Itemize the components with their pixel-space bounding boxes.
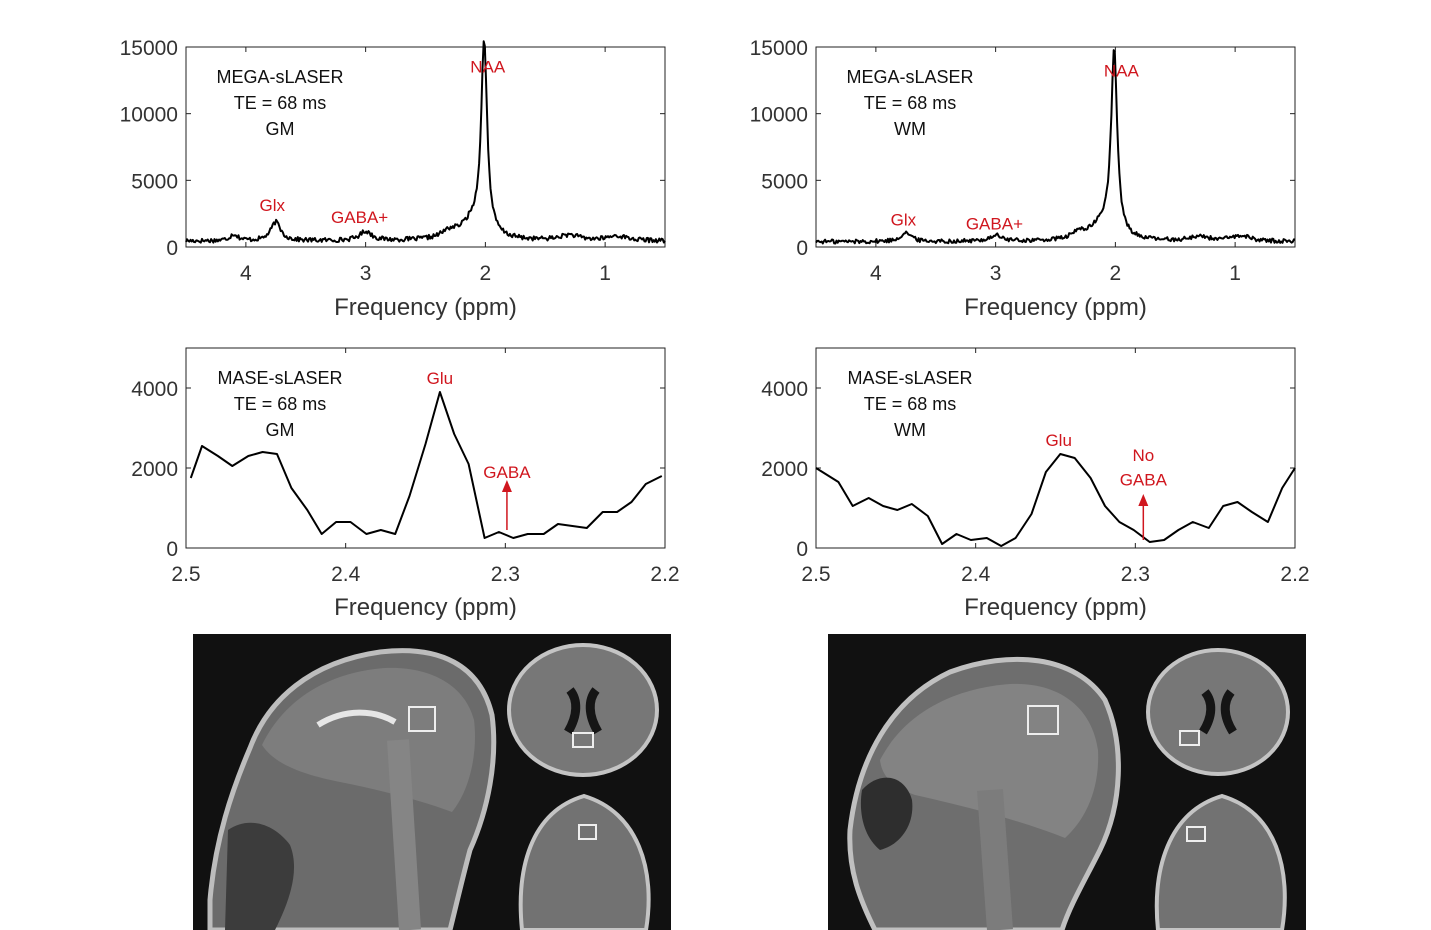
y-tick-label: 4000 — [131, 378, 178, 401]
wm-voxel-sagittal-box — [1027, 705, 1059, 735]
sequence-info-line: GM — [266, 119, 295, 139]
x-tick-label: 2.4 — [331, 563, 361, 586]
sequence-info-line: MASE-sLASER — [217, 368, 342, 388]
x-tick-label: 2.5 — [171, 563, 200, 586]
spectrum-line — [815, 49, 1296, 245]
sequence-info-line: TE = 68 ms — [234, 394, 327, 414]
mega-wm-chart: 4 3 2 1 0 5000 10000 15000 Frequency (ppm) MEGA-s… — [750, 37, 1296, 321]
axial-brain-wm — [1146, 648, 1290, 776]
peak-label: No — [1132, 446, 1154, 465]
sequence-info-line: MEGA-sLASER — [846, 67, 973, 87]
peak-label: Glx — [891, 211, 917, 230]
axial-brain-gm — [507, 643, 659, 777]
sagittal-brain-gm — [207, 648, 497, 930]
sagittal-brain-wm — [847, 656, 1121, 930]
sequence-info-line: TE = 68 ms — [864, 394, 957, 414]
peak-label: Glu — [1045, 431, 1071, 450]
y-tick-label: 15000 — [120, 37, 178, 60]
x-tick-label: 1 — [1229, 262, 1241, 285]
wm-voxel-axial-box — [1179, 730, 1200, 746]
gm-voxel-coronal-box — [578, 824, 597, 840]
y-tick-label: 2000 — [131, 458, 178, 481]
sequence-info-line: TE = 68 ms — [864, 93, 957, 113]
axes-box — [815, 46, 1296, 248]
peak-label: GABA — [1120, 471, 1168, 490]
x-tick-label: 2.2 — [650, 563, 679, 586]
gm-voxel-axial-box — [572, 732, 594, 748]
coronal-brain-gm — [518, 793, 651, 930]
y-tick-label: 5000 — [761, 170, 808, 193]
axes-box — [815, 347, 1296, 549]
y-tick-label: 15000 — [750, 37, 808, 60]
x-tick-label: 2.3 — [491, 563, 520, 586]
peak-label: GABA+ — [331, 208, 388, 227]
x-tick-label: 2.3 — [1121, 563, 1150, 586]
sequence-info-line: MEGA-sLASER — [216, 67, 343, 87]
mri-wm-voxel-image — [828, 634, 1306, 930]
x-axis-label: Frequency (ppm) — [334, 294, 517, 321]
peak-label: Glx — [259, 196, 285, 215]
sequence-info-line: WM — [894, 420, 926, 440]
y-tick-label: 0 — [796, 237, 808, 260]
axes-box — [185, 46, 666, 248]
peak-label: GABA — [483, 463, 531, 482]
peak-label: NAA — [470, 57, 506, 76]
mase-wm-chart: 2.5 2.4 2.3 2.2 0 2000 4000 Frequency (ppm) MASE… — [761, 347, 1310, 621]
y-tick-label: 2000 — [761, 458, 808, 481]
sequence-info-line: GM — [266, 420, 295, 440]
x-axis-label: Frequency (ppm) — [334, 594, 517, 621]
x-tick-label: 2 — [1110, 262, 1122, 285]
x-tick-label: 2.5 — [801, 563, 830, 586]
spectrum-line — [189, 391, 663, 539]
mega-gm-chart: 4 3 2 1 0 5000 10000 15000 Frequency (ppm) MEGA-s… — [120, 37, 666, 321]
x-axis-label: Frequency (ppm) — [964, 594, 1147, 621]
coronal-brain-wm — [1154, 793, 1287, 930]
x-tick-label: 3 — [990, 262, 1002, 285]
x-tick-label: 1 — [599, 262, 611, 285]
y-tick-label: 0 — [796, 538, 808, 561]
axes-box — [185, 347, 666, 549]
x-tick-label: 2.2 — [1280, 563, 1309, 586]
y-tick-label: 10000 — [750, 104, 808, 127]
peak-label: NAA — [1104, 61, 1140, 80]
x-tick-label: 3 — [360, 262, 372, 285]
spectrum-line — [815, 453, 1296, 547]
wm-voxel-coronal-box — [1186, 826, 1206, 842]
x-tick-label: 2 — [480, 262, 492, 285]
sequence-info-line: MASE-sLASER — [847, 368, 972, 388]
y-tick-label: 4000 — [761, 378, 808, 401]
gm-voxel-sagittal-box — [408, 706, 436, 732]
spectrum-line — [185, 40, 666, 244]
x-axis-label: Frequency (ppm) — [964, 294, 1147, 321]
mase-gm-chart: 2.5 2.4 2.3 2.2 0 2000 4000 Frequency (ppm) MASE… — [131, 347, 680, 621]
y-tick-label: 10000 — [120, 104, 178, 127]
peak-label: Glu — [427, 369, 453, 388]
y-tick-label: 0 — [166, 538, 178, 561]
sequence-info-line: TE = 68 ms — [234, 93, 327, 113]
peak-label: GABA+ — [966, 215, 1023, 234]
x-tick-label: 4 — [870, 262, 882, 285]
x-tick-label: 2.4 — [961, 563, 991, 586]
x-tick-label: 4 — [240, 262, 252, 285]
y-tick-label: 0 — [166, 237, 178, 260]
y-tick-label: 5000 — [131, 170, 178, 193]
gaba-arrow-head — [1138, 494, 1149, 506]
sequence-info-line: WM — [894, 119, 926, 139]
mri-gm-voxel-image — [193, 634, 671, 930]
gaba-arrow-head — [501, 480, 512, 492]
